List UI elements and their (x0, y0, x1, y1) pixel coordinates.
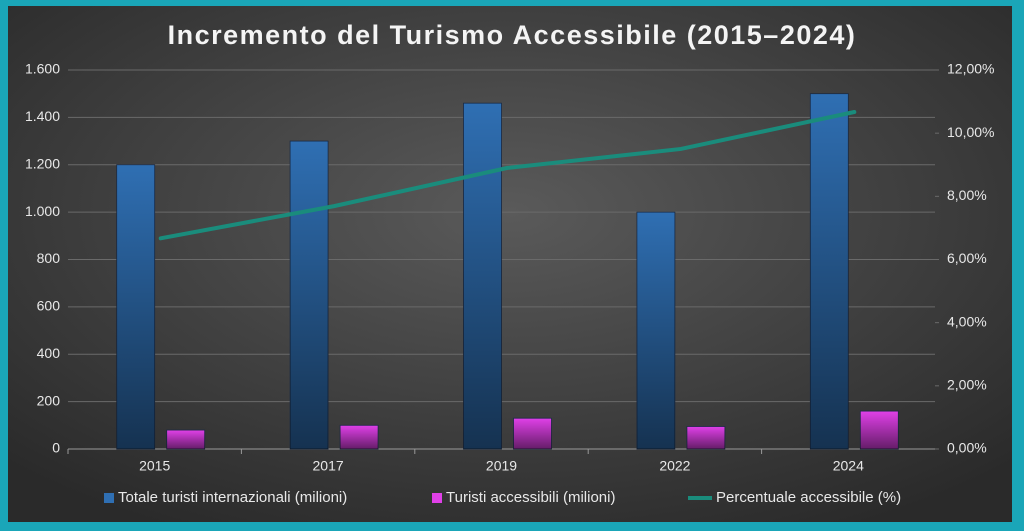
legend-swatch (432, 493, 442, 503)
x-tick-label: 2019 (486, 458, 517, 474)
y-tick-label: 800 (37, 250, 61, 266)
bar-shade (636, 212, 675, 449)
x-tick-label: 2017 (313, 458, 344, 474)
x-tick-label: 2015 (139, 458, 170, 474)
y-tick-label: 1.600 (25, 61, 60, 77)
bar-shade (463, 103, 502, 449)
y-tick-label: 600 (37, 298, 61, 314)
bar-shade (340, 425, 379, 449)
y-tick-label: 1.400 (25, 108, 60, 124)
bar-shade (290, 141, 329, 449)
y2-tick-label: 4,00% (947, 313, 987, 329)
y2-tick-label: 2,00% (947, 377, 987, 393)
y2-tick-label: 0,00% (947, 440, 987, 456)
line-series (158, 110, 857, 241)
y2-tick-label: 10,00% (947, 124, 994, 140)
bar-shade (116, 164, 155, 449)
y2-tick-label: 6,00% (947, 250, 987, 266)
legend-label: Percentuale accessibile (%) (716, 489, 901, 506)
legend-label: Totale turisti internazionali (milioni) (118, 489, 347, 506)
legend-label: Turisti accessibili (milioni) (446, 489, 615, 506)
y-tick-label: 1.200 (25, 155, 60, 171)
y-tick-label: 200 (37, 392, 61, 408)
y-tick-label: 400 (37, 345, 61, 361)
bar-shade (810, 93, 849, 449)
y2-tick-label: 12,00% (947, 61, 994, 77)
bar-shade (860, 411, 899, 449)
legend-swatch (104, 493, 114, 503)
y-tick-label: 0 (52, 440, 60, 456)
x-tick-label: 2024 (833, 458, 864, 474)
chart-title: Incremento del Turismo Accessibile (2015… (168, 20, 857, 50)
x-tick-label: 2022 (659, 458, 690, 474)
bar-shade (166, 430, 205, 449)
y-tick-label: 1.000 (25, 203, 60, 219)
y2-tick-label: 8,00% (947, 187, 987, 203)
bar-shade (686, 426, 725, 449)
bar-shade (513, 418, 552, 449)
